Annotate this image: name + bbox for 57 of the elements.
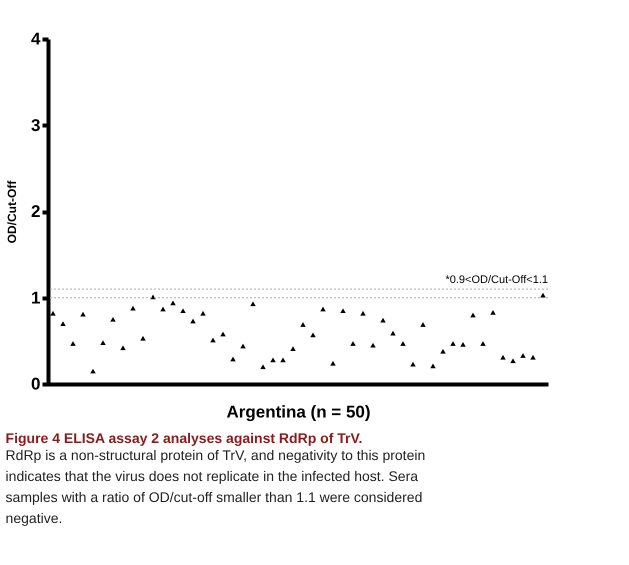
point <box>450 341 456 346</box>
point <box>320 306 326 312</box>
point <box>350 341 356 346</box>
point <box>210 338 216 342</box>
point <box>390 330 396 336</box>
point <box>240 344 246 348</box>
y-axis-title: OD/Cut-Off <box>5 180 20 244</box>
ref-line-label: *0.9<OD/Cut-Off<1.1 <box>445 274 548 286</box>
point <box>400 341 406 346</box>
point <box>360 310 366 316</box>
y-tick-label: 2 <box>31 202 40 221</box>
point <box>80 312 86 317</box>
point <box>200 310 206 316</box>
point <box>300 322 306 327</box>
point <box>490 310 496 315</box>
point <box>120 345 126 350</box>
point <box>60 321 66 326</box>
point <box>510 358 516 364</box>
x-axis-title: Argentina (n = 50) <box>226 402 371 422</box>
point <box>160 306 166 312</box>
y-tick-label: 3 <box>31 116 40 135</box>
point <box>250 301 256 306</box>
point <box>90 368 96 374</box>
point <box>460 342 466 347</box>
point <box>520 353 526 358</box>
point <box>190 318 196 324</box>
point <box>70 341 76 346</box>
point <box>370 342 376 348</box>
point <box>260 364 266 370</box>
point <box>130 306 136 310</box>
point <box>380 318 386 323</box>
y-tick-label: 1 <box>31 288 40 308</box>
point <box>100 340 106 345</box>
point <box>230 356 236 362</box>
point <box>290 346 296 352</box>
point <box>330 360 336 366</box>
point <box>180 308 186 314</box>
point <box>420 322 426 327</box>
point <box>470 312 476 318</box>
y-tick-label: 4 <box>31 30 42 48</box>
point <box>310 332 316 338</box>
point <box>540 292 546 298</box>
point <box>170 300 176 306</box>
point <box>110 316 116 322</box>
text: RdRp is a non-structural protein of TrV, and negativity to this protein indicates that the virus does not replicate in the infected host. Sera samples with a ratio of OD/cut-off smaller than 1.1 were considered negative. <box>6 447 426 526</box>
point <box>410 362 416 367</box>
point <box>50 310 56 316</box>
point <box>140 336 146 341</box>
point <box>440 348 446 354</box>
point <box>220 332 226 336</box>
point <box>500 354 506 360</box>
point <box>530 354 536 360</box>
y-tick-label: 0 <box>31 374 40 394</box>
point <box>340 308 346 314</box>
point <box>480 341 486 346</box>
caption: Figure 4 ELISA assay 2 analyses against RdRp of TrV. <box>6 430 362 446</box>
point <box>430 364 436 368</box>
